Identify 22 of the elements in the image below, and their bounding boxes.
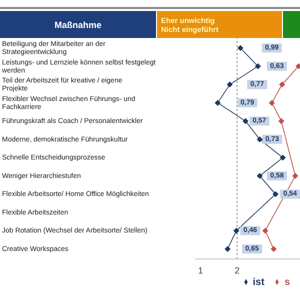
point: [242, 118, 248, 124]
point: [226, 82, 233, 88]
y-axis-title: Maßnahme: [0, 11, 156, 38]
legend-label: ist: [252, 277, 264, 288]
point: [279, 82, 286, 88]
point: [292, 172, 298, 179]
point: [254, 63, 261, 70]
point: [262, 228, 268, 234]
x-tick-label: 2: [234, 265, 240, 276]
point: [214, 100, 221, 106]
point: [256, 172, 263, 179]
legend-label: s: [284, 277, 290, 288]
point: [224, 246, 231, 252]
x-tick-label: 1: [198, 265, 203, 276]
point: [272, 191, 278, 198]
point: [233, 228, 240, 234]
point: [256, 136, 263, 142]
point: [278, 118, 284, 124]
point: [237, 45, 244, 51]
point: [280, 154, 286, 161]
point: [270, 246, 277, 252]
point: [268, 100, 275, 106]
